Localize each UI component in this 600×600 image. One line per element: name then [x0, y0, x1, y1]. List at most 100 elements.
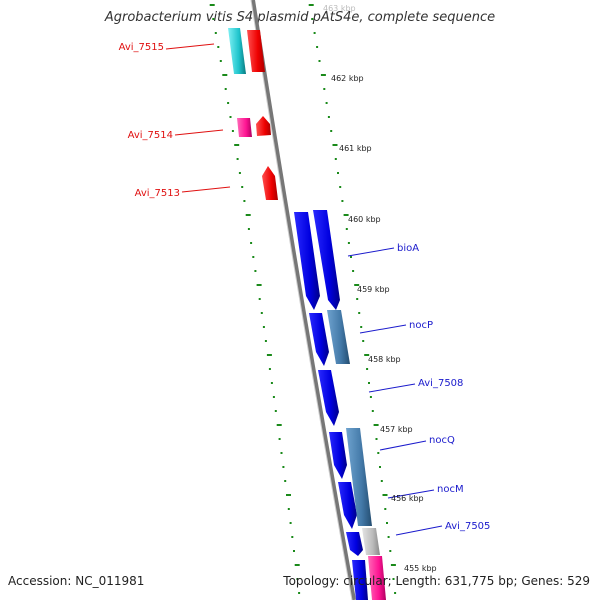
outer-tick-dot [311, 18, 314, 20]
plasmid-backbone [251, 0, 356, 600]
gene-label-avi-7505[interactable]: Avi_7505 [445, 521, 490, 532]
inner-tick-dot [234, 144, 240, 146]
inner-tick-dot [272, 396, 275, 398]
outer-tick-dot [356, 298, 359, 300]
outer-tick-dot [330, 130, 333, 132]
outer-tick-dot [375, 438, 378, 440]
gene-avi-7508-inner[interactable] [318, 370, 339, 426]
gene-nocp-steel[interactable] [327, 310, 350, 364]
inner-tick-dot [293, 550, 295, 552]
leader-bioa [347, 247, 395, 257]
gene-nocm-inner[interactable] [338, 482, 357, 529]
gene-bioa-inner[interactable] [294, 212, 320, 310]
inner-tick-dot [245, 214, 251, 216]
inner-tick-dot [229, 116, 232, 118]
outer-tick-dot [369, 396, 372, 398]
leader-avi-7505 [395, 525, 443, 536]
tick-label-462: 462 kbp [331, 74, 364, 83]
gene-bioa-outer[interactable] [313, 210, 340, 310]
outer-tick-dot [325, 102, 328, 104]
gene-nocp-inner[interactable] [309, 313, 329, 366]
outer-tick-dot [389, 550, 392, 552]
gene-avi-7514-red[interactable] [256, 116, 271, 136]
inner-tick-dot [222, 74, 228, 76]
inner-tick-dot [294, 564, 300, 566]
gene-label-avi-7515[interactable]: Avi_7515 [119, 42, 164, 53]
gene-label-nocm[interactable]: nocM [437, 484, 464, 495]
inner-tick-dot [268, 368, 271, 370]
inner-tick-dot [238, 172, 241, 174]
gene-avi-7514-magenta[interactable] [237, 118, 252, 137]
outer-tick-dot [347, 242, 350, 244]
inner-tick-dot [256, 284, 262, 286]
inner-tick-dot [266, 354, 272, 356]
outer-tick-dot [377, 452, 380, 454]
gene-label-nocq[interactable]: nocQ [429, 435, 455, 446]
tick-label-457: 457 kbp [380, 425, 413, 434]
outer-tick-dot [390, 564, 396, 566]
outer-tick-dot [379, 466, 381, 468]
inner-tick-dot [254, 270, 257, 272]
gene-avi-7515-red[interactable] [247, 30, 265, 72]
outer-tick-dot [318, 60, 321, 62]
inner-tick-dot [236, 158, 239, 160]
gene-label-bioa[interactable]: bioA [397, 243, 419, 254]
inner-tick-dot [258, 298, 261, 300]
outer-tick-dot [332, 144, 338, 146]
inner-tick-dot [224, 88, 227, 90]
outer-tick-dot [373, 424, 379, 426]
inner-tick-dot [260, 312, 263, 314]
outer-tick-dot [350, 256, 352, 258]
inner-tick-dot [286, 494, 291, 496]
gene-avi-7515-cyan[interactable] [228, 28, 246, 74]
map-title: Agrobacterium vitis S4 plasmid pAtS4e, c… [104, 10, 496, 25]
outer-tick-dot [392, 578, 395, 580]
gene-nocq-steel[interactable] [346, 428, 372, 526]
gene-nocq-inner[interactable] [329, 432, 347, 479]
gene-avi-7505-inner[interactable] [346, 532, 363, 556]
outer-tick-dot [368, 382, 370, 384]
gene-label-avi-7508[interactable]: Avi_7508 [418, 378, 463, 389]
outer-tick-dot [386, 522, 388, 524]
outer-tick-dot [313, 32, 316, 34]
inner-tick-dot [298, 592, 301, 594]
tick-label-456: 456 kbp [391, 494, 424, 503]
outer-tick-dot [384, 508, 387, 510]
inner-tick-dot [212, 18, 215, 20]
inner-tick-dot [270, 382, 273, 384]
inner-tick-dot [274, 410, 277, 412]
inner-tick-dot [250, 242, 253, 244]
outer-tick-dot [382, 494, 388, 496]
outer-tick-dots [308, 4, 397, 594]
gene-label-avi-7514[interactable]: Avi_7514 [128, 130, 173, 141]
outer-tick-dot [327, 116, 330, 118]
gene-avi-7505-gray[interactable] [362, 528, 380, 555]
inner-tick-dot [280, 452, 283, 454]
outer-tick-dot [352, 270, 355, 272]
accession-text: Accession: NC_011981 [8, 574, 145, 588]
outer-tick-dot [341, 200, 344, 202]
gene-label-nocp[interactable]: nocP [409, 320, 433, 331]
outer-tick-dot [339, 186, 342, 188]
gene-bottom-inner[interactable] [352, 560, 368, 600]
tick-label-458: 458 kbp [368, 355, 401, 364]
sequence-stats-text: Topology: circular; Length: 631,775 bp; … [283, 574, 590, 588]
inner-tick-dot [296, 578, 299, 580]
outer-tick-dot [320, 74, 326, 76]
inner-tick-dot [231, 130, 234, 132]
outer-tick-dot [354, 284, 360, 286]
inner-tick-dot [214, 32, 217, 34]
outer-tick-dot [323, 88, 326, 90]
inner-tick-dot [282, 466, 285, 468]
outer-tick-dot [316, 46, 319, 48]
gene-avi-7513-red[interactable] [262, 166, 278, 200]
gene-bottom-magenta[interactable] [368, 556, 386, 600]
inner-tick-dot [241, 186, 244, 188]
outer-tick-dot [364, 354, 370, 356]
outer-tick-dot [360, 326, 363, 328]
outer-tick-dot [366, 368, 369, 370]
gene-label-avi-7513[interactable]: Avi_7513 [135, 188, 180, 199]
leader-avi-7513 [181, 186, 231, 193]
inner-tick-dot [219, 60, 222, 62]
